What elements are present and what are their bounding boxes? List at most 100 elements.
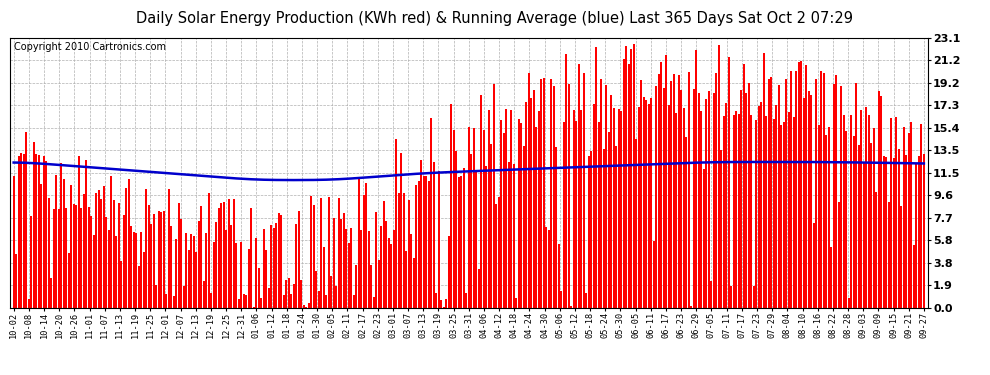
Bar bbox=[33, 141, 35, 308]
Bar bbox=[808, 91, 810, 308]
Bar bbox=[395, 139, 397, 308]
Bar bbox=[803, 98, 805, 308]
Bar bbox=[588, 156, 590, 308]
Bar bbox=[60, 163, 62, 308]
Bar bbox=[90, 216, 92, 308]
Bar bbox=[320, 198, 323, 308]
Bar bbox=[793, 117, 795, 308]
Bar bbox=[493, 84, 495, 308]
Bar bbox=[510, 110, 513, 308]
Bar bbox=[195, 252, 197, 308]
Bar bbox=[785, 80, 787, 308]
Bar bbox=[118, 203, 120, 308]
Bar bbox=[285, 280, 287, 308]
Bar bbox=[28, 298, 30, 307]
Bar bbox=[305, 307, 307, 308]
Bar bbox=[98, 190, 100, 308]
Bar bbox=[213, 242, 215, 308]
Bar bbox=[700, 111, 702, 308]
Bar bbox=[631, 50, 633, 308]
Bar bbox=[313, 205, 315, 308]
Bar bbox=[550, 79, 552, 308]
Bar bbox=[155, 285, 157, 308]
Bar bbox=[80, 208, 82, 308]
Bar bbox=[628, 63, 630, 308]
Bar bbox=[255, 238, 257, 308]
Bar bbox=[903, 128, 905, 308]
Bar bbox=[710, 281, 713, 308]
Bar bbox=[185, 233, 187, 308]
Bar bbox=[478, 268, 480, 308]
Bar bbox=[745, 93, 747, 308]
Bar bbox=[246, 295, 248, 307]
Bar bbox=[662, 88, 665, 308]
Bar bbox=[615, 146, 618, 308]
Bar bbox=[415, 185, 418, 308]
Bar bbox=[623, 59, 625, 308]
Bar bbox=[123, 215, 125, 308]
Bar bbox=[418, 181, 420, 308]
Bar bbox=[390, 244, 392, 308]
Bar bbox=[613, 108, 615, 308]
Bar bbox=[295, 224, 297, 308]
Bar bbox=[272, 228, 275, 308]
Bar bbox=[750, 116, 752, 308]
Bar bbox=[703, 168, 705, 308]
Bar bbox=[190, 234, 192, 308]
Bar bbox=[543, 78, 545, 308]
Bar bbox=[433, 162, 435, 308]
Bar bbox=[833, 84, 835, 308]
Bar bbox=[713, 93, 715, 308]
Bar bbox=[652, 241, 654, 308]
Bar bbox=[198, 221, 200, 308]
Bar bbox=[470, 154, 472, 308]
Bar bbox=[65, 208, 67, 308]
Bar bbox=[167, 189, 169, 308]
Bar bbox=[738, 114, 740, 308]
Bar bbox=[441, 300, 443, 307]
Bar bbox=[600, 79, 602, 308]
Bar bbox=[52, 209, 54, 308]
Bar bbox=[188, 250, 190, 307]
Bar bbox=[152, 214, 154, 308]
Bar bbox=[110, 176, 112, 308]
Bar bbox=[385, 221, 387, 308]
Bar bbox=[257, 268, 259, 308]
Bar bbox=[77, 156, 80, 308]
Bar bbox=[46, 161, 48, 308]
Bar bbox=[610, 95, 613, 308]
Bar bbox=[260, 297, 262, 307]
Bar bbox=[275, 224, 277, 308]
Bar bbox=[765, 116, 767, 308]
Bar bbox=[638, 107, 640, 308]
Bar bbox=[565, 54, 567, 307]
Bar bbox=[265, 250, 267, 307]
Bar bbox=[423, 176, 425, 308]
Bar bbox=[621, 111, 623, 308]
Bar bbox=[660, 62, 662, 308]
Bar bbox=[370, 265, 372, 308]
Bar bbox=[398, 193, 400, 308]
Bar bbox=[315, 271, 317, 308]
Bar bbox=[236, 243, 238, 308]
Bar bbox=[515, 298, 518, 307]
Bar bbox=[452, 130, 454, 308]
Bar bbox=[670, 81, 672, 308]
Bar bbox=[85, 160, 87, 308]
Bar bbox=[841, 86, 842, 308]
Bar bbox=[218, 209, 220, 308]
Bar bbox=[436, 293, 438, 308]
Bar bbox=[472, 128, 475, 308]
Bar bbox=[821, 71, 823, 308]
Bar bbox=[678, 75, 680, 308]
Bar bbox=[485, 166, 487, 308]
Bar bbox=[252, 307, 254, 308]
Bar bbox=[308, 303, 310, 307]
Bar bbox=[336, 286, 338, 308]
Bar bbox=[647, 104, 649, 308]
Bar bbox=[341, 219, 343, 308]
Bar bbox=[818, 125, 820, 308]
Bar bbox=[498, 197, 500, 308]
Bar bbox=[230, 225, 233, 308]
Bar bbox=[708, 91, 710, 308]
